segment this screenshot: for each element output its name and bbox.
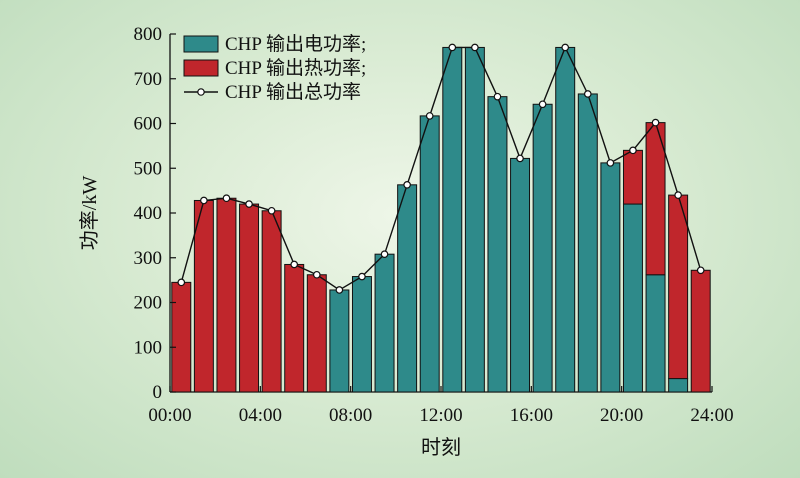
- x-tick-label: 08:00: [329, 405, 372, 426]
- legend-marker-total: [197, 88, 205, 96]
- bar-heat: [306, 274, 327, 393]
- y-tick-label: 600: [134, 114, 163, 135]
- legend-swatch-electric: [183, 35, 219, 53]
- x-tick-label: 00:00: [148, 405, 191, 426]
- total-power-point: [312, 270, 321, 279]
- total-power-polyline: [180, 45, 702, 291]
- legend-label-electric: CHP 输出电功率;: [225, 33, 366, 55]
- x-tick-label: 04:00: [239, 405, 282, 426]
- legend-swatch-heat: [183, 59, 219, 77]
- y-tick-label: 300: [134, 248, 163, 269]
- bar-electric: [532, 103, 553, 393]
- bar-heat: [239, 203, 260, 393]
- total-power-point: [245, 200, 253, 208]
- bar-heat: [216, 197, 237, 393]
- total-power-point: [629, 146, 637, 155]
- total-power-point: [583, 90, 592, 98]
- x-axis-title: 时刻: [421, 436, 461, 459]
- x-tick-label: 20:00: [600, 405, 643, 426]
- total-power-point: [696, 266, 705, 275]
- bar-electric: [419, 115, 440, 393]
- x-tick-label: 24:00: [690, 405, 733, 426]
- y-tick-label: 500: [134, 158, 163, 179]
- y-tick-label: 800: [134, 24, 163, 45]
- bar-electric: [645, 274, 666, 393]
- total-power-point: [222, 194, 231, 203]
- bar-heat: [668, 194, 689, 380]
- bar-electric: [351, 276, 372, 393]
- total-power-point: [561, 43, 570, 52]
- total-power-point: [177, 278, 186, 287]
- total-power-point: [290, 260, 299, 269]
- y-tick-label: 200: [134, 293, 163, 314]
- bar-electric: [329, 289, 350, 393]
- bar-electric: [397, 184, 418, 393]
- bar-electric: [464, 46, 485, 393]
- total-power-point: [200, 196, 208, 205]
- bar-electric: [555, 46, 576, 393]
- y-tick-label: 0: [153, 382, 163, 403]
- total-power-point: [674, 191, 682, 199]
- bar-electric: [487, 96, 508, 393]
- bar-heat: [193, 199, 214, 393]
- total-power-point: [335, 286, 344, 294]
- total-power-point: [493, 92, 502, 101]
- bar-electric: [374, 253, 395, 393]
- total-power-point: [267, 206, 276, 215]
- legend-label-heat: CHP 输出热功率;: [225, 57, 366, 79]
- bar-heat: [690, 269, 711, 393]
- chart-legend: CHP 输出电功率; CHP 输出热功率; CHP 输出总功率: [183, 33, 366, 103]
- bar-electric: [577, 93, 598, 393]
- x-tick-label: 16:00: [510, 405, 553, 426]
- total-power-line: [177, 43, 705, 294]
- total-power-point: [606, 159, 615, 167]
- total-power-point: [516, 154, 524, 163]
- bar-heat: [284, 263, 305, 393]
- y-axis-title: 功率/kW: [78, 176, 101, 251]
- bar-electric: [668, 378, 689, 393]
- total-power-point: [651, 118, 660, 127]
- bar-electric: [442, 46, 463, 393]
- total-power-point: [538, 100, 547, 109]
- bar-heat: [622, 149, 643, 205]
- total-power-point: [448, 43, 457, 52]
- total-power-point: [425, 112, 434, 120]
- bar-heat: [261, 210, 282, 393]
- bar-electric: [622, 203, 643, 393]
- x-tick-label: 12:00: [419, 405, 462, 426]
- y-tick-label: 400: [134, 203, 163, 224]
- bar-electric: [510, 157, 531, 393]
- bar-electric: [600, 162, 621, 393]
- legend-label-total: CHP 输出总功率: [225, 81, 361, 103]
- total-power-point: [471, 43, 479, 52]
- chart-bars: [171, 46, 711, 393]
- total-power-point: [380, 250, 389, 258]
- total-power-point: [358, 272, 366, 281]
- y-tick-label: 700: [134, 69, 163, 90]
- chart-ticks: 0 100 200 300 400 500 600 700 800 00:00 04:00 08:00…: [134, 24, 734, 426]
- total-power-point: [403, 181, 411, 189]
- y-tick-label: 100: [134, 337, 163, 358]
- bar-heat: [171, 281, 192, 393]
